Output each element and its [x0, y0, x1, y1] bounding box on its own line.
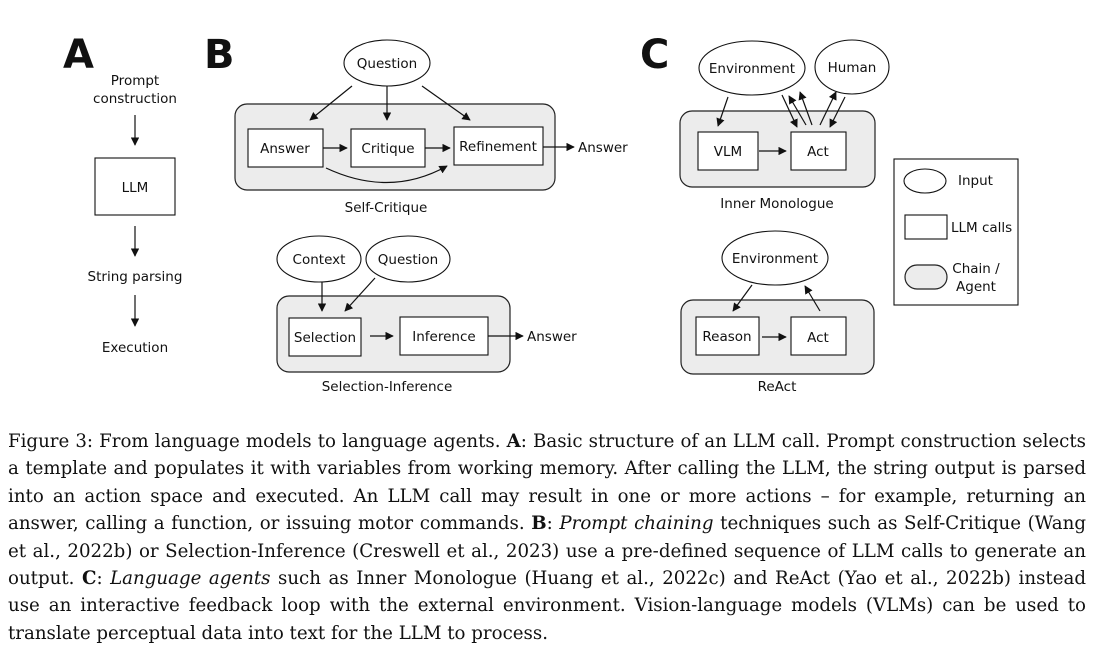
- llm-box: [94, 157, 176, 216]
- self-critique-answer-out: Answer: [578, 140, 628, 156]
- answer-box: [247, 128, 324, 168]
- arrow-human-to-act: [829, 96, 846, 128]
- environment-label: Environment: [709, 61, 795, 77]
- prompt-construction-label-line2: construction: [93, 91, 177, 107]
- legend-chain-label-line2: Agent: [956, 279, 996, 295]
- react-label: ReAct: [758, 379, 797, 395]
- caption-c-italic: Language agents: [110, 568, 271, 590]
- refinement-box: [453, 126, 544, 166]
- vlm-box: [697, 131, 759, 171]
- caption-c-label: C: [81, 568, 97, 590]
- inference-box: [399, 316, 489, 356]
- context-ellipse: [276, 235, 362, 283]
- critique-label: Critique: [361, 141, 414, 157]
- arrow-environment-to-vlm: [716, 96, 729, 127]
- caption-lead: Figure 3: From language models to langua…: [8, 431, 507, 452]
- panel-c: C Environment Human VLM Act Inner Monolo…: [640, 32, 1019, 395]
- legend-input-swatch: [903, 168, 947, 194]
- arrow-act-to-environment: [788, 95, 807, 126]
- arrow-question2-to-selection: [344, 277, 376, 312]
- legend-chain-label-line1: Chain /: [952, 261, 1000, 277]
- legend-llm-calls-label: LLM calls: [951, 220, 1012, 236]
- prompt-construction-label-line1: Prompt: [111, 73, 159, 89]
- reason-label: Reason: [702, 329, 751, 345]
- act2-box: [790, 316, 847, 356]
- inference-label: Inference: [412, 329, 475, 345]
- caption-b-italic: Prompt chaining: [559, 513, 714, 535]
- environment2-label: Environment: [732, 251, 818, 267]
- selection-inference-answer-out: Answer: [527, 329, 577, 345]
- legend-chain-swatch: [904, 264, 948, 290]
- legend-input-label: Input: [958, 173, 993, 189]
- legend: Input LLM calls Chain / Agent: [893, 158, 1019, 306]
- caption-b-label: B: [531, 513, 547, 535]
- caption-b-sep: :: [546, 513, 560, 535]
- arrow-act-to-human: [819, 91, 837, 126]
- string-parsing-label: String parsing: [88, 269, 183, 285]
- context-label: Context: [293, 252, 346, 268]
- arrow-question-to-refinement: [421, 85, 471, 121]
- caption-c-sep: :: [96, 568, 111, 590]
- inner-monologue-label: Inner Monologue: [720, 196, 833, 212]
- arrow-answer-to-refinement-curve: [325, 165, 448, 184]
- selection-inference-label: Selection-Inference: [322, 379, 453, 395]
- self-critique-label: Self-Critique: [345, 200, 428, 216]
- environment-ellipse: [698, 40, 806, 96]
- arrow-question-to-answer: [309, 85, 353, 121]
- arrow-act-to-environment-2: [798, 91, 813, 126]
- caption-c-text: such as Inner Monologue (Huang et al., 2…: [8, 568, 1086, 644]
- selection-box: [288, 317, 362, 357]
- panel-a: A Prompt construction LLM String parsing…: [63, 32, 182, 356]
- refinement-label: Refinement: [459, 139, 537, 155]
- act2-label: Act: [807, 330, 829, 346]
- panel-b: B Question Answer Critique Refinement An…: [204, 32, 628, 395]
- human-ellipse: [814, 39, 890, 95]
- vlm-label: VLM: [714, 144, 742, 160]
- arrow-environment2-to-reason: [732, 284, 753, 312]
- panel-b-letter: B: [204, 32, 235, 78]
- act-box: [790, 131, 847, 171]
- caption-a-text: : Basic structure of an LLM call. Prompt…: [8, 431, 1086, 535]
- panel-c-letter: C: [640, 32, 669, 78]
- execution-label: Execution: [102, 340, 168, 356]
- selection-label: Selection: [294, 330, 356, 346]
- environment2-ellipse: [721, 230, 829, 286]
- llm-label: LLM: [122, 180, 149, 196]
- human-label: Human: [828, 60, 877, 76]
- arrow-act2-to-environment2: [804, 285, 821, 312]
- figure-caption: Figure 3: From language models to langua…: [8, 428, 1086, 647]
- answer-box-label: Answer: [260, 141, 310, 157]
- panel-a-letter: A: [63, 32, 94, 78]
- question2-ellipse: [365, 235, 451, 283]
- arrow-environment-to-act: [781, 94, 798, 128]
- question-label: Question: [357, 56, 417, 72]
- caption-b-text: techniques such as Self-Critique (Wang e…: [8, 513, 1086, 590]
- caption-a-label: A: [506, 431, 521, 452]
- legend-llm-calls-swatch: [904, 214, 948, 240]
- act-label: Act: [807, 144, 829, 160]
- question2-label: Question: [378, 252, 438, 268]
- figure-diagram: A Prompt construction LLM String parsing…: [63, 32, 1019, 395]
- reason-box: [695, 316, 760, 356]
- critique-box: [350, 128, 426, 168]
